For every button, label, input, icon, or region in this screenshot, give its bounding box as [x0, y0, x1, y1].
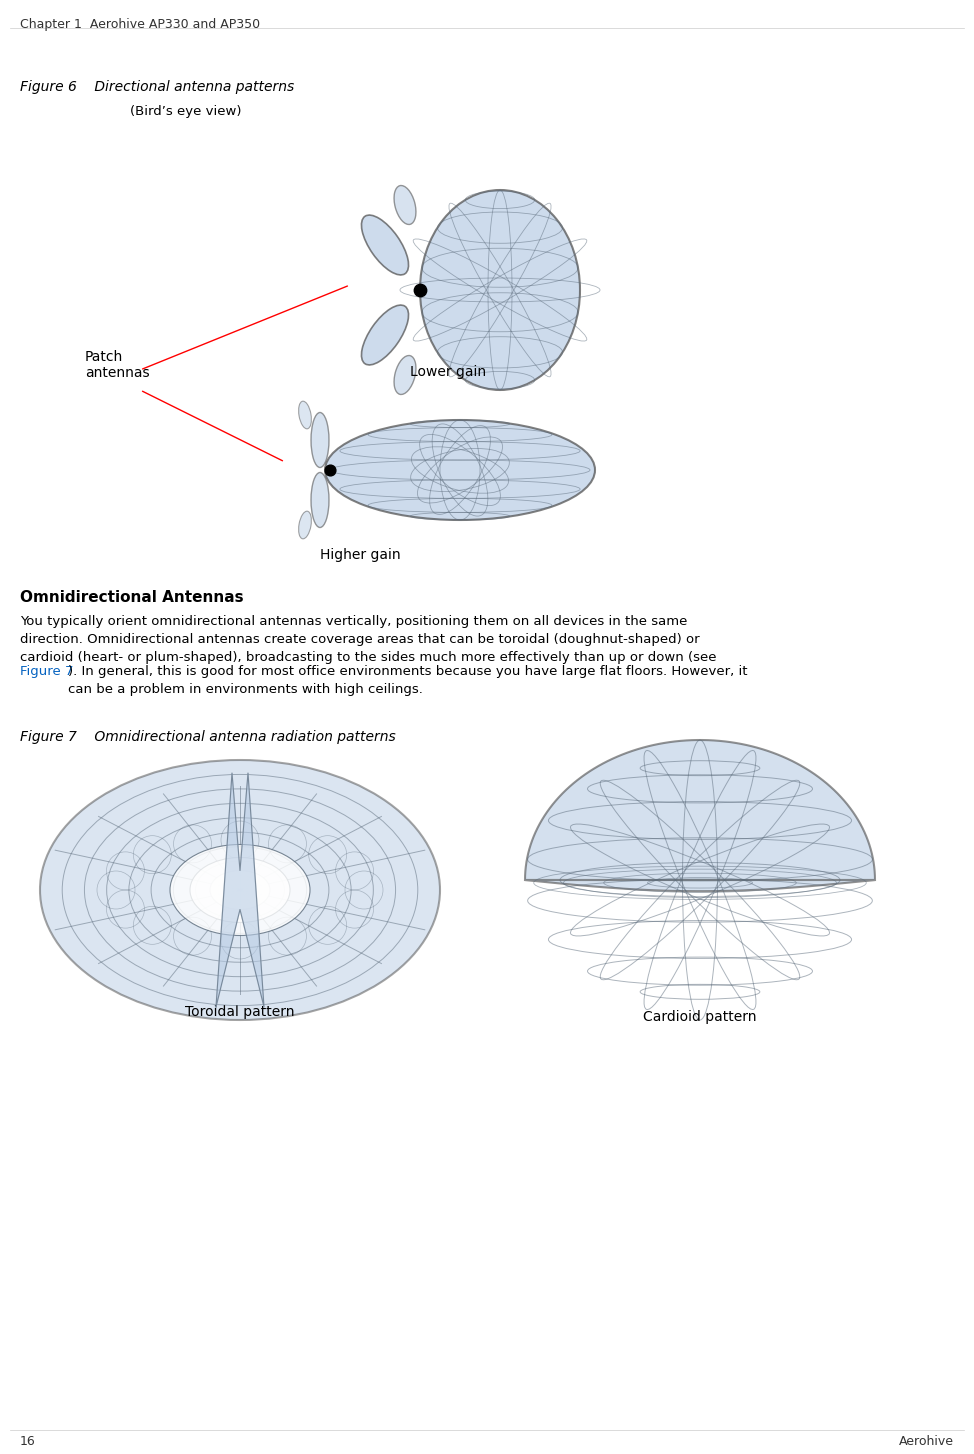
Ellipse shape — [325, 420, 595, 521]
Text: Figure 7: Figure 7 — [20, 664, 73, 678]
Text: Patch
antennas: Patch antennas — [85, 350, 150, 379]
Text: 16: 16 — [20, 1435, 36, 1448]
Text: Omnidirectional Antennas: Omnidirectional Antennas — [20, 590, 244, 605]
Ellipse shape — [210, 871, 270, 910]
Ellipse shape — [299, 512, 312, 539]
Text: Aerohive: Aerohive — [899, 1435, 954, 1448]
Text: Lower gain: Lower gain — [410, 365, 486, 379]
Point — [322, 458, 338, 481]
Ellipse shape — [299, 401, 312, 429]
Text: You typically orient omnidirectional antennas vertically, positioning them on al: You typically orient omnidirectional ant… — [20, 615, 717, 682]
Text: Higher gain: Higher gain — [320, 548, 400, 563]
Text: Chapter 1  Aerohive AP330 and AP350: Chapter 1 Aerohive AP330 and AP350 — [20, 17, 260, 31]
Text: ). In general, this is good for most office environments because you have large : ). In general, this is good for most off… — [68, 664, 747, 695]
Text: Figure 7    Omnidirectional antenna radiation patterns: Figure 7 Omnidirectional antenna radiati… — [20, 730, 395, 744]
Ellipse shape — [420, 190, 580, 390]
Ellipse shape — [311, 413, 329, 468]
Polygon shape — [525, 740, 875, 891]
Polygon shape — [216, 774, 264, 1008]
Text: Toroidal pattern: Toroidal pattern — [185, 1005, 295, 1019]
Ellipse shape — [394, 186, 416, 224]
Point — [412, 278, 428, 301]
Text: Figure 6    Directional antenna patterns: Figure 6 Directional antenna patterns — [20, 80, 294, 95]
Text: (Bird’s eye view): (Bird’s eye view) — [130, 105, 242, 118]
Ellipse shape — [190, 858, 290, 922]
Ellipse shape — [361, 215, 408, 275]
Text: Cardioid pattern: Cardioid pattern — [643, 1011, 757, 1024]
Ellipse shape — [361, 305, 408, 365]
Ellipse shape — [170, 845, 310, 935]
Ellipse shape — [40, 760, 440, 1021]
Ellipse shape — [311, 473, 329, 528]
Ellipse shape — [394, 356, 416, 394]
